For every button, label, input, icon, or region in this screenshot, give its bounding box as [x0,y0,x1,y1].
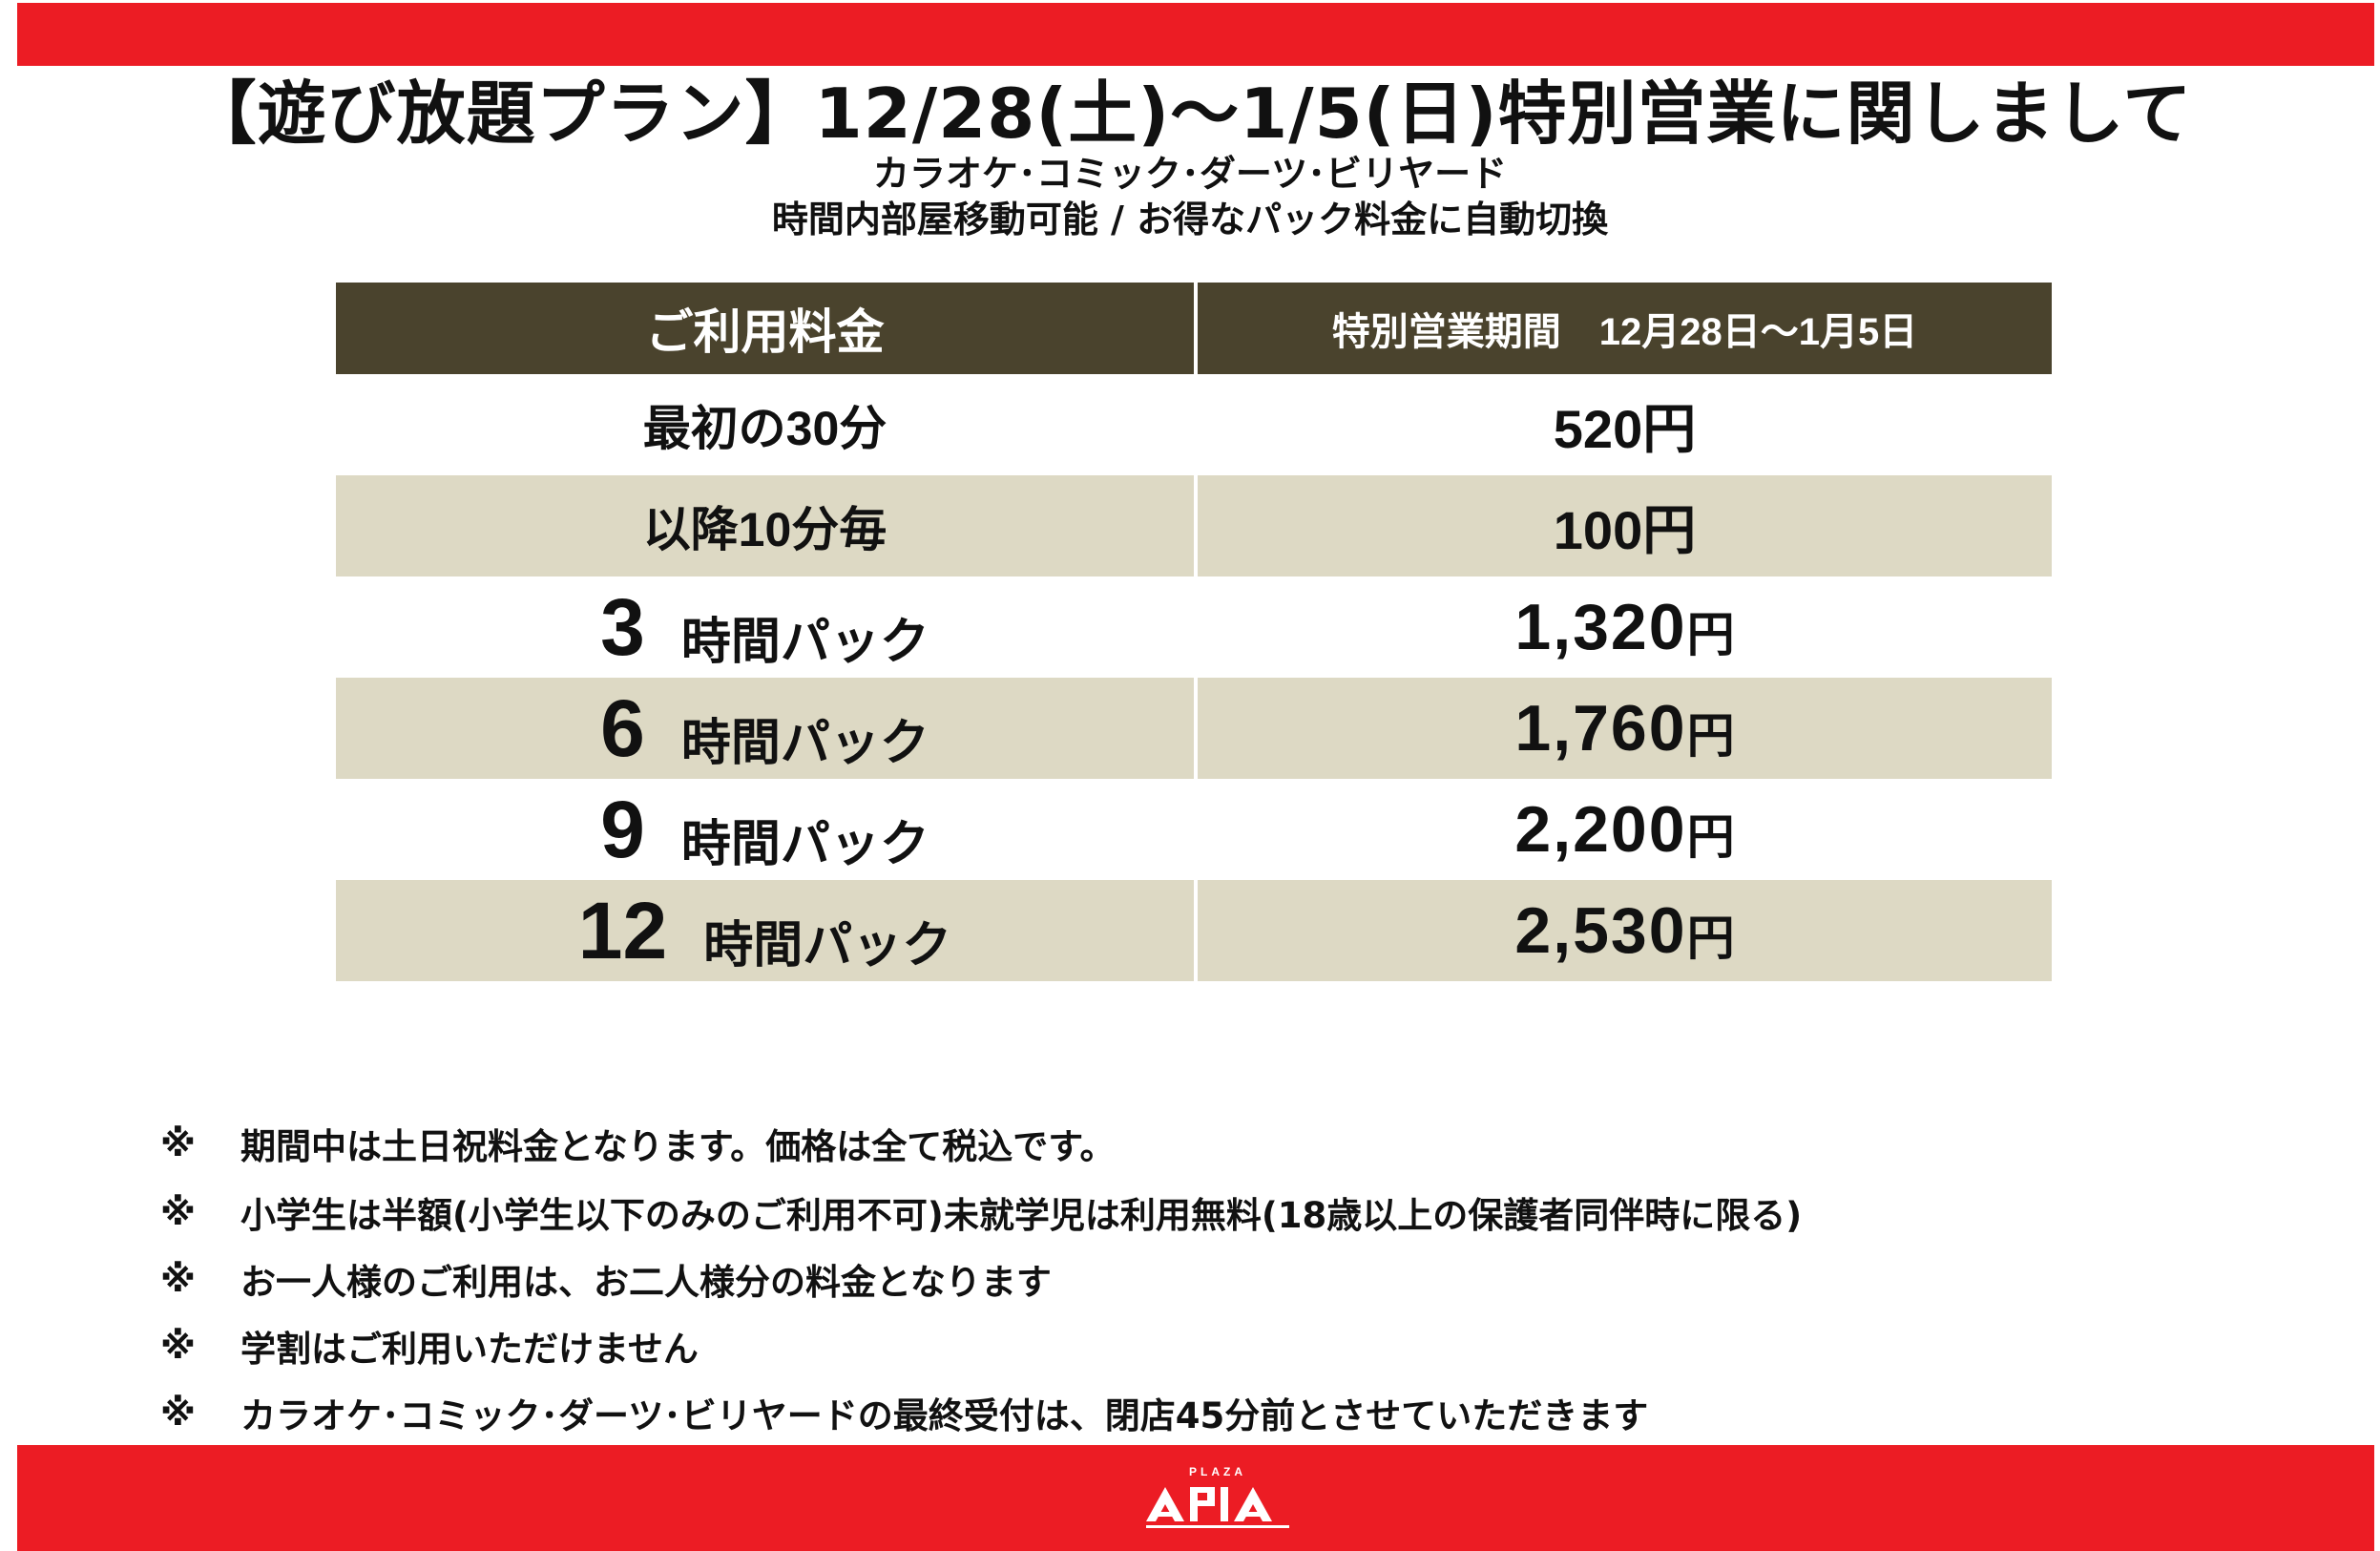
pack-label: 時間パック [680,614,929,670]
yen-unit: 円 [1686,608,1735,661]
yen-unit: 円 [1686,810,1735,864]
pack-label-cell: 3 時間パック [336,576,1194,678]
pack-price-cell: 2,200 円 [1198,779,2052,880]
pack-hours: 3 [600,581,645,672]
yen-unit: 円 [1686,912,1735,965]
note-item: ※ 小学生は半額(小学生以下のみのご利用不可)未就学児は利用無料(18歳以上の保… [160,1184,2260,1241]
pack-label: 時間パック [680,715,929,771]
pack-hours: 6 [600,682,645,773]
pack-hours: 12 [577,885,668,975]
table-row: 最初の30分 520円 [336,374,2052,475]
row-price: 520円 [1553,398,1697,459]
features-subtitle: 時間内部屋移動可能 / お得なパック料金に自動切換 [771,199,1609,241]
note-item: ※ カラオケ･コミック･ダーツ･ビリヤードの最終受付は、閉店45分前とさせていた… [160,1384,2260,1441]
note-mark: ※ [160,1191,196,1233]
row-label: 以降10分毎 [336,475,1194,576]
note-mark: ※ [160,1325,196,1367]
note-item: ※ 学割はご利用いただけません [160,1317,2260,1374]
table-row: 3 時間パック 1,320 円 [336,576,2052,678]
header-period-label: 特別営業期間 12月28日〜1月5日 [1198,283,2052,374]
note-item: ※ お一人様のご利用は、お二人様分の料金となります [160,1250,2260,1308]
note-mark: ※ [160,1258,196,1300]
page-title: 【遊び放題プラン】12/28(土)〜1/5(日)特別営業に関しまして [187,73,2193,154]
plaza-apia-logo: PLAZA [1146,1465,1289,1528]
note-text: 学割はご利用いただけません [240,1329,699,1370]
yen-unit: 円 [1686,709,1735,763]
table-row: 6 時間パック 1,760 円 [336,678,2052,779]
note-mark: ※ [160,1392,196,1434]
pack-label: 時間パック [680,816,929,872]
header-fee-label: ご利用料金 [336,283,1194,374]
row-label: 最初の30分 [642,402,887,455]
pack-label-cell: 9 時間パック [336,779,1194,880]
table-row: 12 時間パック 2,530 円 [336,880,2052,981]
pack-label-cell: 12 時間パック [336,880,1194,981]
pack-price: 1,760 [1514,692,1687,765]
row-price: 100円 [1198,475,2052,576]
logo-small-text: PLAZA [1189,1465,1246,1478]
table-header-row: ご利用料金 特別営業期間 12月28日〜1月5日 [336,283,2052,374]
note-text: カラオケ･コミック･ダーツ･ビリヤードの最終受付は、閉店45分前とさせていただき… [240,1395,1649,1436]
pack-price-cell: 1,320 円 [1198,576,2052,678]
top-red-banner [17,3,2374,66]
pack-price: 1,320 [1514,591,1687,663]
note-text: お一人様のご利用は、お二人様分の料金となります [240,1262,1052,1303]
services-subtitle: カラオケ･コミック･ダーツ･ビリヤード [872,153,1508,195]
pack-price-cell: 2,530 円 [1198,880,2052,981]
pack-price: 2,530 [1514,894,1687,967]
pack-label: 時間パック [703,917,952,974]
pack-price-cell: 1,760 円 [1198,678,2052,779]
note-text: 期間中は土日祝料金となります。価格は全て税込です。 [240,1126,1116,1167]
table-row: 9 時間パック 2,200 円 [336,779,2052,880]
note-text: 小学生は半額(小学生以下のみのご利用不可)未就学児は利用無料(18歳以上の保護者… [240,1195,1803,1236]
table-row: 以降10分毎 100円 [336,475,2052,576]
note-mark: ※ [160,1122,196,1164]
pack-label-cell: 6 時間パック [336,678,1194,779]
pack-hours: 9 [600,784,645,874]
logo-wordmark [1146,1487,1289,1528]
pack-price: 2,200 [1514,793,1687,866]
note-item: ※ 期間中は土日祝料金となります。価格は全て税込です。 [160,1115,2260,1172]
